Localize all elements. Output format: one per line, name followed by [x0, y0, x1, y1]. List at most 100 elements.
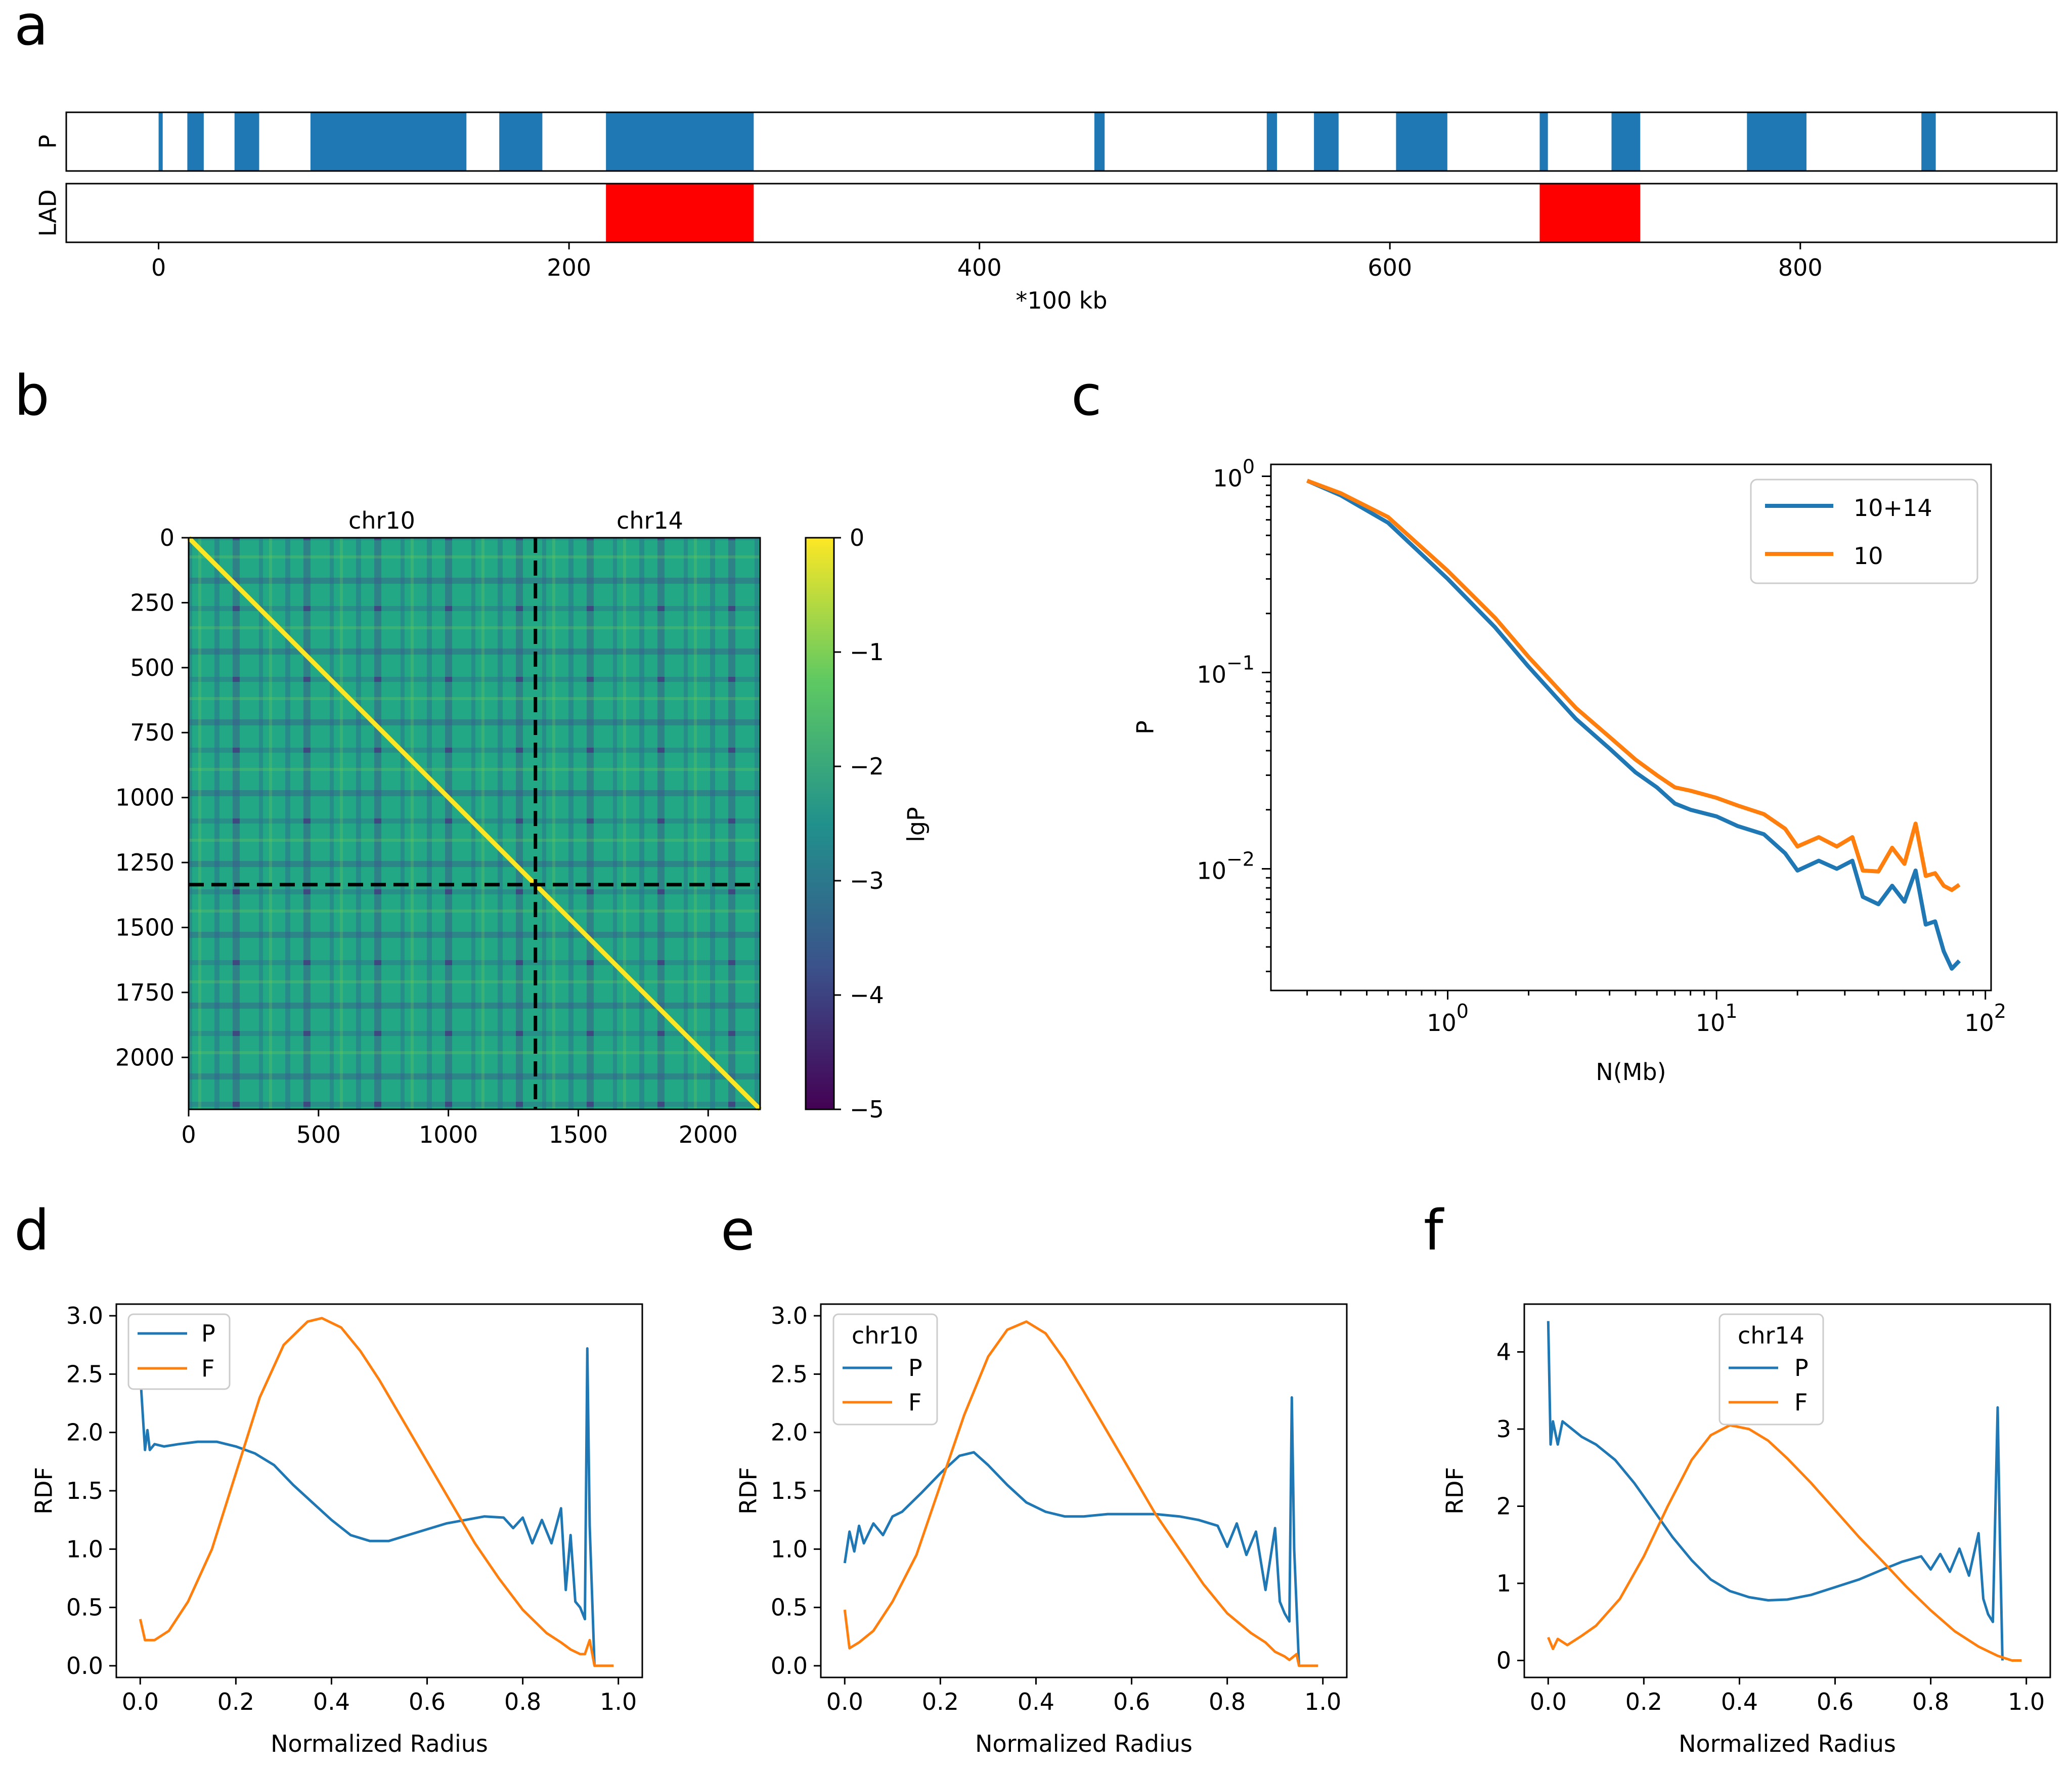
- panel-a-x-label: *100 kb: [1016, 287, 1107, 314]
- y-tick-label: 2: [1496, 1492, 1511, 1520]
- y-tick-label: 3: [1496, 1415, 1511, 1443]
- y-tick-label: 0.0: [66, 1652, 103, 1679]
- panel-d-legend: P F: [127, 1313, 231, 1390]
- legend-label-p: P: [201, 1320, 215, 1347]
- colorbar-tick-label: −1: [850, 638, 884, 666]
- x-tick-label: 0.2: [922, 1688, 959, 1715]
- panel-a-tracks: P LAD 0 200 400 600 800 *100 kb: [34, 111, 2058, 314]
- y-tick-label: 2.0: [66, 1419, 103, 1446]
- y-tick-label: 10−1: [1197, 652, 1255, 688]
- heatmap-title-chr10: chr10: [348, 507, 415, 534]
- x-tick-label: 800: [1778, 254, 1823, 281]
- y-tick-label: 2000: [115, 1044, 174, 1071]
- panel-c-series: [1306, 479, 1961, 971]
- x-tick-label: 400: [957, 254, 1002, 281]
- y-tick-label: 1.0: [66, 1535, 103, 1563]
- panel-f-series: [1547, 1321, 2022, 1662]
- y-tick-label: 1: [1496, 1570, 1511, 1597]
- panel-e-chart: 0.0 0.2 0.4 0.6 0.8 1.00.00.51.01.52.02.53.0 …: [735, 1302, 1348, 1757]
- x-tick-label: 1.0: [1304, 1688, 1341, 1715]
- segment-p-2: [234, 112, 259, 171]
- x-tick-label: 0.0: [1530, 1688, 1567, 1715]
- y-tick-label: 0: [160, 524, 174, 551]
- x-tick-label: 0.2: [1625, 1688, 1662, 1715]
- x-tick-label: 0.8: [1912, 1688, 1949, 1715]
- heatmap-title-chr14: chr14: [616, 507, 683, 534]
- colorbar-tick-label: 0: [850, 524, 864, 551]
- x-tick-label: 0.8: [504, 1688, 541, 1715]
- colorbar-frame: [805, 537, 835, 1110]
- series-p: [139, 1347, 596, 1666]
- panel-label-c: c: [1071, 363, 1101, 428]
- segment-p-1: [187, 112, 204, 171]
- x-tick-label: 1.0: [2008, 1688, 2045, 1715]
- y-tick-label: 1500: [115, 914, 174, 941]
- x-tick-label: 100: [1427, 1000, 1469, 1037]
- y-tick-label: 3.0: [771, 1302, 808, 1329]
- panel-label-d: d: [14, 1198, 50, 1263]
- x-tick-label: 2000: [679, 1121, 738, 1148]
- legend-label-f: F: [201, 1355, 214, 1382]
- panel-f-ticks: 0.0 0.2 0.4 0.6 0.8 1.0 0 1 2 3 4: [1496, 1339, 2045, 1715]
- y-tick-label: 0.5: [771, 1594, 808, 1621]
- panel-c-ticks: 100 101 102 100 10−1 10−2: [1197, 456, 2006, 1037]
- heatmap-x-ticks: 0 500 1000 1500 2000: [181, 1109, 738, 1148]
- x-tick-label: 0.4: [313, 1688, 350, 1715]
- x-tick-label: 1000: [419, 1121, 478, 1148]
- y-tick-label: 100: [1213, 456, 1255, 492]
- segment-p-3: [310, 112, 467, 171]
- colorbar-tick-label: −5: [850, 1096, 884, 1123]
- y-tick-label: 0.0: [771, 1652, 808, 1679]
- segment-p-6: [1094, 112, 1105, 171]
- panel-e-ticks: 0.0 0.2 0.4 0.6 0.8 1.0 0.0 0.5 1.0 1.5 2.0 2.5 3.0: [771, 1302, 1341, 1715]
- y-tick-label: 3.0: [66, 1302, 103, 1329]
- y-tick-label: 0.5: [66, 1594, 103, 1621]
- segment-p-11: [1611, 112, 1641, 171]
- x-tick-label: 0.4: [1721, 1688, 1758, 1715]
- y-tick-label: 1.0: [771, 1535, 808, 1563]
- y-tick-label: 250: [130, 589, 174, 616]
- segment-p-8: [1314, 112, 1339, 171]
- x-tick-label: 0.0: [826, 1688, 863, 1715]
- segment-p-9: [1396, 112, 1447, 171]
- legend-box: [1718, 1313, 1824, 1426]
- colorbar-gradient: [806, 538, 834, 1109]
- y-tick-label: 750: [130, 719, 174, 746]
- series-f: [1547, 1423, 2022, 1662]
- segment-p-10: [1539, 112, 1548, 171]
- segment-p-13: [1921, 112, 1936, 171]
- panel-c-y-label: P: [1132, 720, 1159, 735]
- heatmap-frame: [188, 537, 761, 1110]
- panel-f-x-label: Normalized Radius: [1679, 1730, 1896, 1757]
- colorbar-tick-label: −2: [850, 753, 884, 780]
- legend-label-10-14: 10+14: [1854, 494, 1932, 522]
- series-10-14: [1306, 479, 1961, 971]
- x-tick-label: 200: [547, 254, 591, 281]
- segment-p-0: [158, 112, 163, 171]
- panel-b-heatmap: chr10 chr14 0 500 1000 1500 2000 0 250 500 750 1…: [115, 507, 930, 1148]
- panel-d-y-label: RDF: [30, 1467, 58, 1515]
- x-tick-label: 1500: [549, 1121, 608, 1148]
- panel-c-chart: 100 101 102 100 10−1 10−2 N(Mb) P 10+14 10: [1132, 456, 2007, 1086]
- legend-label-p: P: [908, 1354, 922, 1382]
- panel-d-x-label: Normalized Radius: [271, 1730, 488, 1757]
- x-tick-label: 0.6: [1113, 1688, 1150, 1715]
- panel-f-legend: chr14 P F: [1718, 1313, 1824, 1426]
- panel-e-y-label: RDF: [735, 1467, 762, 1515]
- panel-label-e: e: [721, 1198, 755, 1263]
- legend-label-f: F: [1794, 1389, 1808, 1416]
- track-p-frame: [65, 111, 2058, 172]
- panel-label-a: a: [14, 0, 48, 58]
- segment-lad-1: [1539, 184, 1641, 242]
- track-lad-label: LAD: [34, 189, 62, 237]
- heatmap-diagonal: [187, 536, 762, 1111]
- panel-c-frame: [1270, 463, 1992, 991]
- y-tick-label: 2.5: [771, 1360, 808, 1388]
- track-p-label: P: [34, 135, 62, 149]
- x-tick-label: 0.6: [409, 1688, 446, 1715]
- series-f: [139, 1317, 614, 1667]
- panel-f-chart: 0.0 0.2 0.4 0.6 0.8 1.0 0 1 2 3 4 Normalized Radiu…: [1441, 1303, 2051, 1757]
- track-p: P: [34, 111, 2058, 172]
- y-tick-label: 0: [1496, 1647, 1511, 1674]
